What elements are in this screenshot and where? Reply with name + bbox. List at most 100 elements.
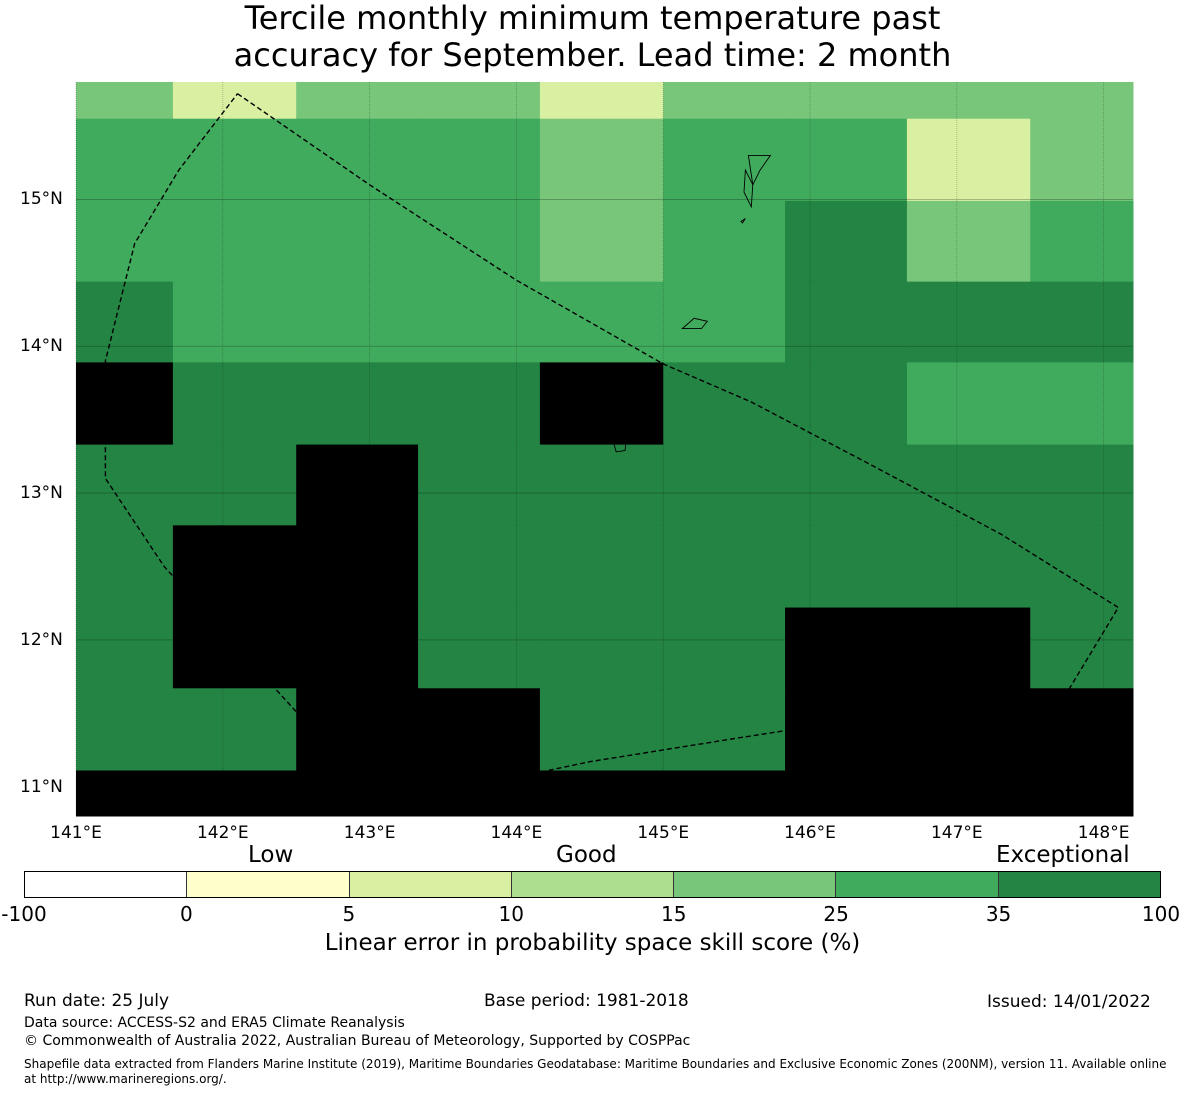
skill-cell xyxy=(296,118,419,202)
skill-cell xyxy=(296,770,419,817)
skill-cell xyxy=(296,82,419,120)
skill-cell xyxy=(296,200,419,283)
skill-cell xyxy=(663,281,786,363)
skill-cell xyxy=(906,281,1031,363)
map-title: Tercile monthly minimum temperature past… xyxy=(0,0,1185,74)
latitude-tick-label: 14°N xyxy=(20,336,63,357)
skill-cell xyxy=(76,362,174,446)
skill-cell xyxy=(663,82,786,120)
colorbar-segment xyxy=(511,872,675,897)
colorbar-tick-label: 10 xyxy=(498,902,525,926)
skill-cell xyxy=(785,362,908,446)
skill-cell xyxy=(785,607,908,689)
category-low-label: Low xyxy=(248,842,294,868)
skill-cell xyxy=(539,444,664,526)
issued-date: Issued: 14/01/2022 xyxy=(987,992,1151,1012)
skill-cell xyxy=(1030,362,1134,446)
skill-cell xyxy=(76,200,174,283)
skill-cell xyxy=(663,118,786,202)
skill-cell xyxy=(418,444,541,526)
skill-cell xyxy=(172,444,297,526)
skill-cell xyxy=(539,362,664,446)
skill-cell xyxy=(172,525,297,609)
colorbar-segment xyxy=(187,872,350,897)
skill-cell xyxy=(1030,200,1134,283)
skill-cell xyxy=(906,82,1031,120)
skill-cell xyxy=(296,688,419,771)
skill-cell xyxy=(296,281,419,363)
skill-cell xyxy=(1030,525,1134,609)
skill-cell xyxy=(663,607,786,689)
longitude-tick-label: 141°E xyxy=(50,823,102,843)
skill-cell xyxy=(418,281,541,363)
skill-cell xyxy=(418,200,541,283)
skill-cell xyxy=(663,688,786,771)
skill-cell xyxy=(785,770,908,817)
skill-cell xyxy=(296,525,419,609)
skill-cell xyxy=(1030,444,1134,526)
colorbar-tick-label: 5 xyxy=(342,902,356,926)
longitude-tick-label: 143°E xyxy=(343,823,396,843)
title-line-2: accuracy for September. Lead time: 2 mon… xyxy=(233,36,952,74)
skill-cell xyxy=(172,281,297,363)
skill-cell xyxy=(663,525,786,609)
skill-cell xyxy=(539,200,664,283)
skill-cell xyxy=(785,82,908,120)
skill-cell xyxy=(785,118,908,202)
longitude-tick-label: 146°E xyxy=(784,823,836,843)
colorbar-segment xyxy=(349,872,512,897)
skill-cell xyxy=(76,82,174,120)
skill-cell xyxy=(1030,82,1134,120)
skill-cell xyxy=(172,362,297,446)
skill-cell xyxy=(1030,770,1134,817)
run-date: Run date: 25 July xyxy=(24,991,170,1011)
skill-cell xyxy=(539,607,664,689)
skill-cell xyxy=(418,607,541,689)
colorbar-tick-label: 0 xyxy=(180,902,193,926)
title-line-1: Tercile monthly minimum temperature past xyxy=(244,0,941,37)
copyright: © Commonwealth of Australia 2022, Austra… xyxy=(24,1033,691,1049)
latitude-tick-label: 11°N xyxy=(20,776,63,797)
island-outline xyxy=(740,218,746,224)
skill-cell xyxy=(785,281,908,363)
skill-cell xyxy=(418,118,541,202)
skill-grid-cells xyxy=(76,82,1134,817)
colorbar-segment xyxy=(674,872,837,897)
island-outline xyxy=(609,397,657,453)
colorbar-segment xyxy=(836,872,999,897)
skill-cell xyxy=(539,688,664,771)
skill-cell xyxy=(906,607,1031,689)
skill-cell xyxy=(172,688,297,771)
skill-cell xyxy=(76,688,174,771)
colorbar-label: Linear error in probability space skill … xyxy=(324,930,861,956)
skill-cell xyxy=(76,444,174,526)
longitude-tick-label: 148°E xyxy=(1077,823,1130,843)
colorbar-tick-label: -100 xyxy=(1,902,47,926)
category-exceptional-label: Exceptional xyxy=(996,842,1130,868)
skill-cell xyxy=(76,525,174,609)
skill-cell xyxy=(418,362,541,446)
longitude-tick-label: 142°E xyxy=(196,823,249,843)
longitude-tick-label: 145°E xyxy=(637,823,690,843)
skill-cell xyxy=(663,362,786,446)
skill-cell xyxy=(172,770,297,817)
skill-cell xyxy=(663,770,786,817)
skill-cell xyxy=(785,525,908,609)
colorbar-tick-label: 15 xyxy=(660,902,687,926)
skill-cell xyxy=(76,770,174,817)
skill-cell xyxy=(172,607,297,689)
colorbar-tick-label: 100 xyxy=(1141,902,1181,926)
skill-cell xyxy=(906,200,1031,283)
skill-cell xyxy=(663,444,786,526)
skill-cell xyxy=(76,118,174,202)
skill-cell xyxy=(1030,118,1134,202)
skill-cell xyxy=(76,281,174,363)
data-source: Data source: ACCESS-S2 and ERA5 Climate … xyxy=(24,1015,405,1031)
skill-score-map xyxy=(75,82,1134,817)
latitude-tick-label: 12°N xyxy=(20,629,63,650)
skill-cell xyxy=(906,362,1031,446)
skill-cell xyxy=(906,118,1031,202)
skill-cell xyxy=(296,362,419,446)
island-outline xyxy=(681,317,709,330)
skill-cell xyxy=(785,688,908,771)
